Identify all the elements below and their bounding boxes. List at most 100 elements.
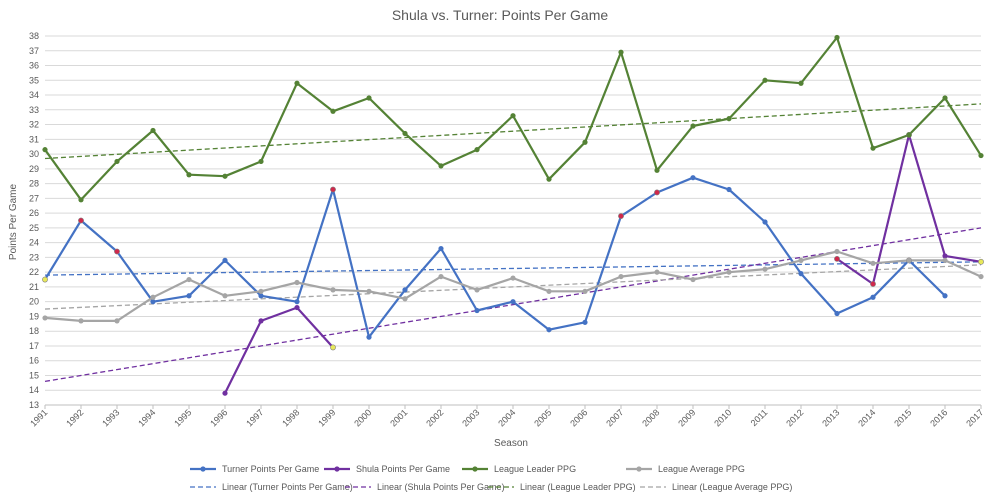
y-tick-label: 33 (29, 105, 39, 115)
series-line (44, 176, 946, 339)
legend-series-marker (472, 466, 478, 472)
y-tick-label: 21 (29, 282, 39, 292)
x-tick-label: 2000 (352, 407, 373, 428)
data-point (114, 158, 120, 165)
x-tick-label: 2011 (749, 407, 770, 428)
data-point (834, 255, 840, 262)
data-point (186, 276, 192, 283)
data-point (546, 288, 552, 294)
trendlines (44, 103, 982, 383)
data-point (186, 172, 192, 178)
legend-series-label: Turner Points Per Game (222, 464, 319, 474)
legend-trendline-label: Linear (League Average PPG) (672, 482, 792, 492)
data-point (438, 163, 444, 169)
data-point (546, 327, 552, 333)
y-tick-label: 35 (29, 75, 39, 85)
y-tick-label: 28 (29, 179, 39, 189)
x-tick-label: 2001 (388, 407, 409, 428)
data-point (294, 279, 300, 286)
data-point (942, 257, 948, 263)
data-point (222, 257, 228, 263)
x-tick-label: 1991 (28, 407, 49, 428)
y-tick-label: 15 (29, 370, 39, 380)
legend-series-label: Shula Points Per Game (356, 464, 450, 474)
x-tick-label: 2013 (820, 407, 841, 428)
legend-series-marker (636, 466, 642, 472)
trendline (44, 264, 982, 310)
x-tick-label: 1992 (64, 407, 85, 428)
data-point (654, 189, 660, 196)
data-point (78, 197, 84, 203)
data-point (654, 167, 660, 173)
data-point (294, 304, 300, 311)
series-points (42, 34, 984, 396)
x-tick-label: 2009 (676, 407, 697, 428)
data-point (42, 315, 48, 321)
trendline (44, 227, 982, 383)
data-point (402, 296, 408, 302)
data-point (366, 334, 372, 340)
y-tick-label: 38 (29, 31, 39, 41)
y-tick-label: 17 (29, 341, 39, 351)
y-tick-label: 24 (29, 238, 39, 248)
data-point (330, 344, 336, 351)
data-point (114, 318, 120, 324)
y-tick-label: 16 (29, 356, 39, 366)
data-point (258, 318, 264, 324)
data-point (582, 319, 588, 325)
data-point (294, 80, 300, 86)
data-point (294, 299, 300, 305)
data-point (366, 288, 372, 294)
data-point (330, 108, 336, 114)
data-point (150, 299, 156, 305)
data-point (978, 152, 984, 159)
data-point (582, 288, 588, 294)
y-axis-title: Points Per Game (8, 183, 19, 260)
data-point (474, 147, 480, 153)
y-tick-label: 37 (29, 46, 39, 56)
data-point (366, 95, 372, 101)
y-tick-label: 29 (29, 164, 39, 174)
data-point (690, 123, 696, 129)
x-tick-label: 1997 (244, 407, 265, 428)
data-point (78, 318, 84, 324)
data-point (330, 287, 336, 293)
y-tick-label: 18 (29, 326, 39, 336)
data-point (474, 287, 480, 293)
y-tick-label: 14 (29, 385, 39, 395)
data-point (186, 293, 192, 299)
legend-series-label: League Leader PPG (494, 464, 576, 474)
y-tick-label: 30 (29, 149, 39, 159)
x-axis-ticks: 1991 1992 1993 1994 1995 1996 1997 1998 1999 2000… (28, 407, 985, 428)
data-point (546, 176, 552, 182)
legend: Turner Points Per Game Shula Points Per G… (190, 464, 792, 492)
trendline (44, 261, 982, 276)
data-point (834, 248, 840, 255)
y-tick-label: 20 (29, 297, 39, 307)
y-tick-label: 13 (29, 400, 39, 410)
data-point (978, 273, 984, 280)
y-tick-label: 34 (29, 90, 39, 100)
chart-title: Shula vs. Turner: Points Per Game (392, 7, 609, 23)
y-tick-label: 32 (29, 120, 39, 130)
series-line (44, 36, 982, 201)
x-tick-label: 2012 (784, 407, 805, 428)
data-point (510, 113, 516, 119)
x-tick-label: 2010 (712, 407, 733, 428)
data-point (762, 219, 768, 225)
data-point (798, 80, 804, 86)
legend-series-marker (334, 466, 340, 472)
data-point (618, 49, 624, 55)
y-tick-label: 25 (29, 223, 39, 233)
data-point (762, 77, 768, 83)
legend-trendline-label: Linear (Turner Points Per Game) (222, 482, 353, 492)
gridlines (44, 35, 982, 409)
data-point (42, 276, 48, 283)
data-point (222, 390, 228, 396)
data-point (402, 287, 408, 293)
data-point (798, 257, 804, 263)
data-point (942, 293, 948, 299)
data-point (870, 281, 876, 287)
data-point (834, 34, 840, 41)
